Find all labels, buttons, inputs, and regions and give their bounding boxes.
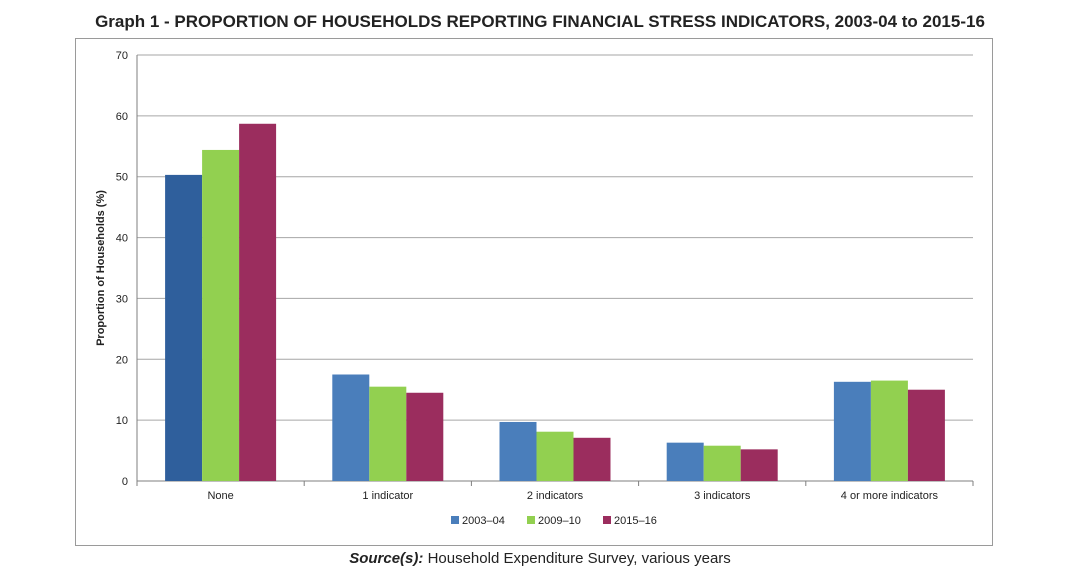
legend-label-0: 2003–04 [462,515,505,527]
bar-none-1 [202,149,240,482]
x-category-label: 2 indicators [527,490,584,502]
bar-3-indicators-2 [740,449,778,481]
source-text: Household Expenditure Survey, various ye… [427,550,731,567]
legend-swatch-2 [603,516,611,524]
bar-4-or-more-indicators-0 [833,381,871,481]
y-tick-label: 20 [116,354,128,366]
legend-label-2: 2015–16 [614,515,657,527]
bar-1-indicator-0 [332,374,370,481]
legend-label-1: 2009–10 [538,515,581,527]
bar-2-indicators-2 [573,437,611,481]
bar-2-indicators-0 [499,421,537,481]
y-tick-label: 40 [116,233,128,245]
chart-title: Graph 1 - PROPORTION OF HOUSEHOLDS REPOR… [95,12,985,31]
legend-swatch-1 [527,516,535,524]
y-tick-label: 10 [116,415,128,427]
y-tick-label: 70 [116,50,128,62]
legend-swatch-0 [451,516,459,524]
bar-none-0 [165,174,203,482]
y-axis-title: Proportion of Households (%) [95,190,107,346]
bar-2-indicators-1 [536,431,574,481]
bar-1-indicator-2 [406,392,444,481]
x-category-label: None [207,490,233,502]
bar-1-indicator-1 [369,386,407,481]
bar-none-2 [239,123,277,482]
x-category-label: 4 or more indicators [841,490,939,502]
x-category-label: 1 indicator [362,490,413,502]
bar-3-indicators-1 [703,445,741,481]
source-label: Source(s): [349,550,424,567]
bar-4-or-more-indicators-2 [907,389,945,481]
y-tick-label: 60 [116,111,128,123]
y-tick-label: 0 [122,476,128,488]
bar-4-or-more-indicators-1 [870,380,908,481]
y-tick-label: 30 [116,293,128,305]
bar-3-indicators-0 [666,442,704,481]
source-note: Source(s): Household Expenditure Survey,… [0,550,1080,567]
y-tick-label: 50 [116,172,128,184]
x-category-label: 3 indicators [694,490,751,502]
